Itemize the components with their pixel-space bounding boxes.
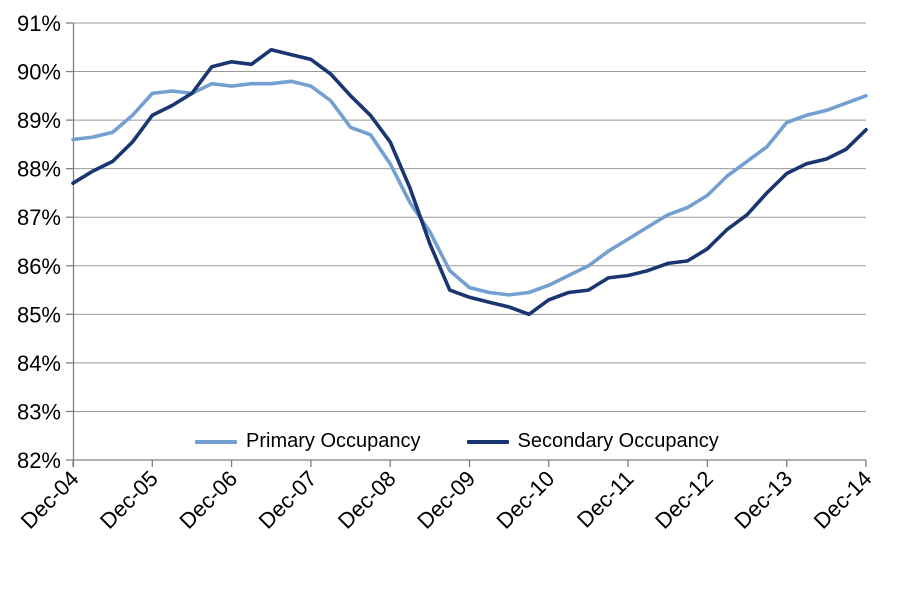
x-axis-label: Dec-14: [809, 466, 877, 534]
y-axis-label: 85%: [17, 302, 61, 327]
primary-occupancy-line: [71, 79, 868, 297]
x-axis-label: Dec-09: [412, 466, 480, 534]
y-axis-label: 91%: [17, 11, 61, 36]
x-axis-label: Dec-13: [729, 466, 797, 534]
y-axis-label: 88%: [17, 157, 61, 182]
legend: Primary Occupancy Secondary Occupancy: [195, 430, 719, 453]
y-axis-label: 82%: [17, 448, 61, 473]
y-axis-label: 83%: [17, 399, 61, 424]
x-axis-label: Dec-08: [333, 466, 401, 534]
legend-label-secondary: Secondary Occupancy: [517, 430, 719, 452]
x-axis-label: Dec-11: [572, 466, 639, 533]
x-axis-label: Dec-12: [650, 466, 718, 534]
legend-label-primary: Primary Occupancy: [246, 430, 421, 452]
x-axis-label: Dec-07: [254, 466, 322, 534]
secondary-line-swatch: [466, 439, 509, 444]
primary-line-swatch: [195, 439, 237, 444]
legend-item-secondary: Secondary Occupancy: [466, 430, 719, 453]
y-axis-label: 86%: [17, 254, 61, 279]
legend-item-primary: Primary Occupancy: [195, 430, 421, 453]
y-axis-label: 87%: [17, 205, 61, 230]
x-axis-label: Dec-06: [174, 466, 242, 534]
x-axis-label: Dec-10: [492, 466, 560, 534]
y-axis-label: 84%: [17, 351, 61, 376]
secondary-occupancy-line: [71, 47, 868, 317]
y-axis-label: 89%: [17, 108, 61, 133]
y-axis-label: 90%: [17, 60, 61, 85]
x-axis-label: Dec-05: [95, 466, 163, 534]
x-axis-label: Dec-04: [16, 466, 84, 534]
